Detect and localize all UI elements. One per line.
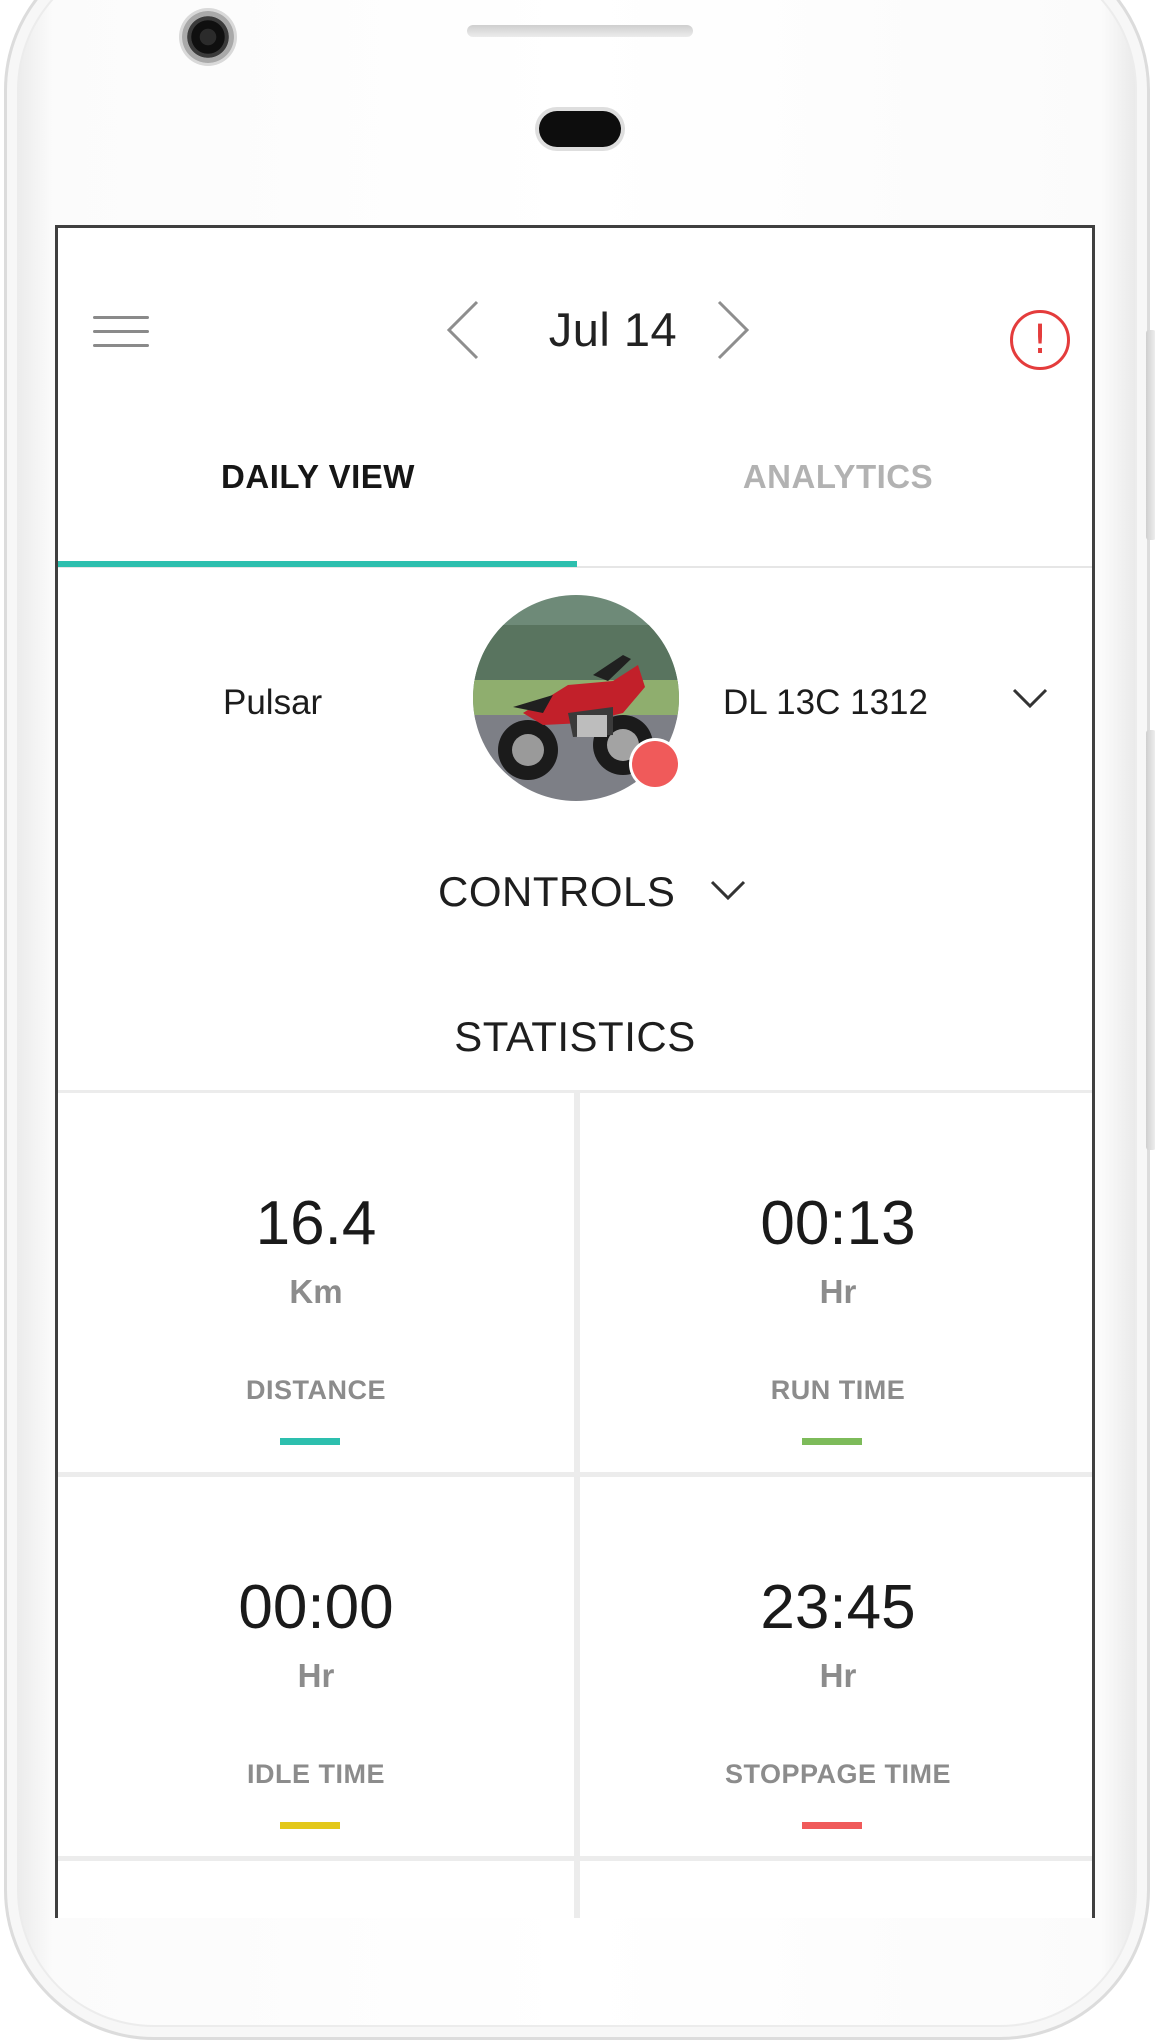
statistics-grid: 16.4 Km DISTANCE 00:13 Hr RUN TIME 00:00… bbox=[58, 1090, 1092, 1918]
stat-unit: Hr bbox=[819, 1657, 857, 1694]
proximity-sensor bbox=[539, 111, 621, 147]
menu-bar-line bbox=[93, 316, 149, 319]
power-button bbox=[1146, 330, 1155, 540]
stat-label: STOPPAGE TIME bbox=[724, 1759, 952, 1789]
stat-label: DISTANCE bbox=[245, 1375, 386, 1405]
stat-color-bar bbox=[802, 1822, 862, 1829]
tab-daily-view[interactable]: DAILY VIEW bbox=[58, 448, 578, 566]
chevron-down-glyph bbox=[1012, 688, 1048, 709]
chevron-left-glyph bbox=[446, 300, 479, 360]
controls-label: CONTROLS bbox=[438, 868, 676, 915]
view-tabs: DAILY VIEW ANALYTICS bbox=[58, 448, 1092, 570]
chevron-right-glyph bbox=[717, 300, 750, 360]
tab-label: ANALYTICS bbox=[742, 458, 934, 495]
stat-value: 00:00 bbox=[238, 1573, 394, 1642]
date-label: Jul 14 bbox=[548, 303, 678, 356]
tab-analytics[interactable]: ANALYTICS bbox=[578, 448, 1092, 566]
stat-card-idle-time[interactable]: 00:00 Hr IDLE TIME bbox=[58, 1477, 574, 1856]
stat-unit: Hr bbox=[297, 1657, 335, 1694]
tab-label: DAILY VIEW bbox=[221, 458, 415, 495]
app-screen: Jul 14 ! DAILY VIEW ANALYTICS Pulsar bbox=[55, 225, 1095, 1918]
front-camera bbox=[182, 11, 234, 63]
stat-color-bar bbox=[802, 1438, 862, 1445]
chevron-down-icon[interactable] bbox=[1008, 678, 1052, 718]
menu-bar-line bbox=[93, 344, 149, 347]
stat-value: 00:13 bbox=[760, 1189, 916, 1258]
alert-mark: ! bbox=[1031, 317, 1049, 363]
stat-value: 23:45 bbox=[760, 1573, 916, 1642]
volume-button bbox=[1146, 730, 1155, 1150]
vehicle-plate: DL 13C 1312 bbox=[723, 683, 928, 722]
date-navigator: Jul 14 bbox=[58, 298, 1092, 368]
chevron-left-icon[interactable] bbox=[438, 298, 488, 368]
statistics-heading: STATISTICS bbox=[454, 1013, 696, 1060]
chevron-right-icon[interactable] bbox=[708, 298, 758, 368]
stat-label: RUN TIME bbox=[770, 1375, 906, 1405]
status-dot bbox=[632, 741, 678, 787]
menu-bar-line bbox=[93, 330, 149, 333]
vehicle-name: Pulsar bbox=[223, 683, 323, 722]
stat-card-run-time[interactable]: 00:13 Hr RUN TIME bbox=[580, 1093, 1092, 1472]
stat-card-stoppage-time[interactable]: 23:45 Hr STOPPAGE TIME bbox=[580, 1477, 1092, 1856]
chevron-down-icon bbox=[710, 880, 746, 901]
stat-unit: Hr bbox=[819, 1273, 857, 1310]
controls-toggle[interactable]: CONTROLS bbox=[438, 864, 758, 924]
stat-color-bar bbox=[280, 1822, 340, 1829]
stat-value: 16.4 bbox=[255, 1189, 377, 1258]
stat-unit: Km bbox=[289, 1273, 343, 1310]
stat-card-distance[interactable]: 16.4 Km DISTANCE bbox=[58, 1093, 574, 1472]
stat-label: IDLE TIME bbox=[247, 1759, 385, 1789]
stat-card-partial[interactable] bbox=[580, 1861, 1092, 1918]
active-tab-indicator bbox=[58, 561, 577, 567]
earpiece-speaker bbox=[467, 25, 693, 37]
alert-icon[interactable]: ! bbox=[1010, 310, 1070, 370]
top-bar: Jul 14 ! bbox=[58, 228, 1092, 370]
hamburger-menu-icon[interactable] bbox=[93, 312, 151, 352]
stat-card-partial[interactable] bbox=[58, 1861, 574, 1918]
stat-color-bar bbox=[280, 1438, 340, 1445]
tab-divider bbox=[58, 566, 1092, 568]
